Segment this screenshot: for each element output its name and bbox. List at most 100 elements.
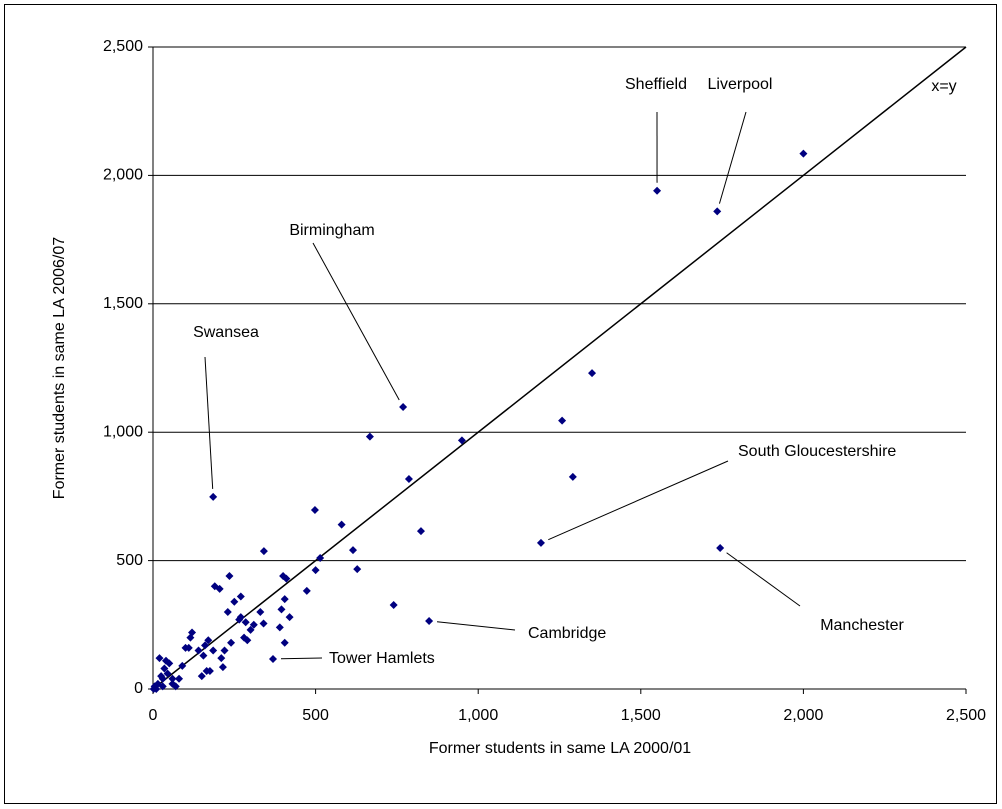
point [218,663,227,672]
point [285,613,294,622]
point [217,654,226,663]
leader-line [548,460,729,541]
point [425,616,434,625]
point [230,597,239,606]
point [199,651,208,660]
y-tick-label: 2,000 [103,167,143,184]
point [275,623,284,632]
point [155,654,164,663]
x-tick-label: 2,500 [946,707,986,724]
point [178,661,187,670]
point [168,674,177,683]
y-tick-label: 0 [134,680,143,697]
x-tick-label: 1,000 [458,707,498,724]
point [337,520,346,529]
point [282,574,291,583]
annotation: Liverpool [708,76,773,93]
annotation: South Gloucestershire [738,443,896,460]
point [302,586,311,595]
point [160,664,169,673]
point [259,547,268,556]
leader-line [204,356,214,489]
point [280,595,289,604]
point [197,672,206,681]
point [348,546,357,555]
reference-label: x=y [931,78,956,95]
point [799,149,808,158]
point [158,682,167,691]
point [163,669,172,678]
point [457,436,466,445]
point [399,403,408,412]
point [204,636,213,645]
point [241,618,250,627]
point [256,607,265,616]
point [713,207,722,216]
point [536,538,545,547]
point [353,565,362,574]
x-tick-label: 1,500 [621,707,661,724]
point [210,582,219,591]
point [310,506,319,515]
reference-line [152,46,967,690]
point [220,646,229,655]
point [588,369,597,378]
x-tick-label: 500 [302,707,329,724]
y-tick-label: 1,000 [103,423,143,440]
chart-border [4,4,997,804]
point [246,625,255,634]
point [223,607,232,616]
point [568,472,577,481]
point [186,633,195,642]
point [316,554,325,563]
leader-line [312,242,400,401]
x-axis-label: Former students in same LA 2000/01 [429,740,691,757]
annotation: Cambridge [528,625,606,642]
y-tick-label: 2,500 [103,38,143,55]
annotation: Birmingham [289,222,374,239]
point [175,674,184,683]
point [209,646,218,655]
point [201,641,210,650]
annotation: Tower Hamlets [329,650,435,667]
annotation: Swansea [193,324,259,341]
point [162,656,171,665]
point [236,592,245,601]
annotation: Sheffield [625,76,687,93]
point [404,474,413,483]
point [277,605,286,614]
point [249,620,258,629]
point [716,544,725,553]
point [225,572,234,581]
point [209,492,218,501]
y-tick-label: 1,500 [103,295,143,312]
leader-line [280,657,323,660]
annotation: Manchester [820,617,904,634]
y-tick-label: 500 [116,552,143,569]
leader-line [726,552,801,607]
point [243,636,252,645]
point [365,432,374,441]
x-tick-label: 2,000 [783,707,823,724]
point [227,638,236,647]
leader-line [436,621,516,631]
y-axis-label: Former students in same LA 2006/07 [51,237,68,499]
point [181,643,190,652]
point [653,186,662,195]
point [311,566,320,575]
point [280,638,289,647]
point [235,615,244,624]
point [389,601,398,610]
x-tick-label: 0 [149,707,158,724]
point [558,416,567,425]
point [205,667,214,676]
point [268,654,277,663]
point [194,646,203,655]
leader-line [718,111,747,204]
point [416,527,425,536]
point [168,679,177,688]
point [149,685,158,693]
point [259,619,268,628]
